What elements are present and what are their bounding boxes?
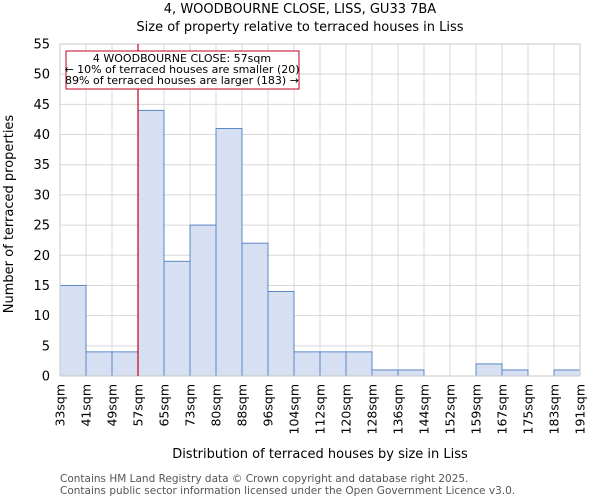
plot-area bbox=[59, 43, 581, 377]
x-ticks: 33sqm 41sqm 49sqm 57sqm 65sqm 73sqm 80sqm 88sqm… bbox=[53, 384, 588, 434]
x-tick-label: 136sqm bbox=[391, 384, 406, 434]
x-tick-label: 167sqm bbox=[495, 384, 510, 434]
annotation-line-1: 4 WOODBOURNE CLOSE: 57sqm bbox=[93, 52, 271, 65]
y-tick-label: 30 bbox=[33, 188, 50, 203]
annotation-line-3: 89% of terraced houses are larger (183) … bbox=[65, 74, 299, 87]
bar bbox=[111, 351, 139, 377]
x-tick-label: 175sqm bbox=[521, 384, 536, 434]
y-tick-label: 25 bbox=[33, 219, 50, 234]
bar bbox=[293, 351, 321, 377]
y-tick-label: 5 bbox=[42, 339, 50, 354]
x-tick-label: 33sqm bbox=[53, 384, 68, 427]
x-tick-label: 128sqm bbox=[365, 384, 380, 434]
x-tick-label: 183sqm bbox=[547, 384, 562, 434]
x-tick-label: 120sqm bbox=[339, 384, 354, 434]
y-tick-label: 0 bbox=[42, 370, 50, 385]
chart-subtitle: Size of property relative to terraced ho… bbox=[136, 20, 463, 35]
y-axis-label: Number of terraced properties bbox=[2, 115, 17, 314]
x-tick-label: 152sqm bbox=[443, 384, 458, 434]
x-tick-label: 41sqm bbox=[79, 384, 94, 427]
x-tick-label: 191sqm bbox=[573, 384, 588, 434]
bar bbox=[137, 109, 165, 377]
x-tick-label: 88sqm bbox=[235, 384, 250, 427]
x-tick-label: 159sqm bbox=[469, 384, 484, 434]
x-tick-label: 73sqm bbox=[183, 384, 198, 427]
x-tick-label: 144sqm bbox=[417, 384, 432, 434]
x-tick-label: 49sqm bbox=[105, 384, 120, 427]
footer-line-2: Contains public sector information licen… bbox=[60, 485, 515, 497]
x-tick-label: 80sqm bbox=[209, 384, 224, 427]
bar bbox=[215, 128, 243, 377]
bar bbox=[345, 351, 373, 377]
bars bbox=[59, 109, 581, 377]
y-tick-label: 40 bbox=[33, 128, 50, 143]
y-tick-label: 35 bbox=[33, 158, 50, 173]
annotation-frame bbox=[65, 50, 300, 90]
bar bbox=[163, 260, 191, 377]
y-ticks: 0 5 10 15 20 25 30 35 40 45 50 55 bbox=[33, 38, 50, 385]
x-tick-label: 112sqm bbox=[313, 384, 328, 434]
bar bbox=[397, 369, 425, 377]
x-tick-label: 104sqm bbox=[287, 384, 302, 434]
bar bbox=[59, 284, 87, 377]
y-tick-label: 50 bbox=[33, 68, 50, 83]
x-tick-label: 65sqm bbox=[157, 384, 172, 427]
bar bbox=[189, 224, 217, 377]
x-axis-label: Distribution of terraced houses by size … bbox=[172, 447, 468, 462]
annotation-box: 4 WOODBOURNE CLOSE: 57sqm ← 10% of terra… bbox=[64, 50, 300, 90]
y-tick-label: 45 bbox=[33, 98, 50, 113]
y-tick-label: 10 bbox=[33, 309, 50, 324]
footer-line-1: Contains HM Land Registry data © Crown c… bbox=[60, 473, 468, 485]
x-tick-label: 57sqm bbox=[131, 384, 146, 427]
y-tick-label: 55 bbox=[33, 38, 50, 53]
y-tick-label: 20 bbox=[33, 249, 50, 264]
bar bbox=[85, 351, 113, 377]
annotation-line-2: ← 10% of terraced houses are smaller (20… bbox=[64, 63, 299, 76]
bar bbox=[475, 363, 503, 377]
bar bbox=[241, 242, 269, 377]
bar bbox=[553, 369, 581, 377]
chart-title: 4, WOODBOURNE CLOSE, LISS, GU33 7BA bbox=[164, 2, 437, 17]
x-tick-label: 96sqm bbox=[261, 384, 276, 427]
bar bbox=[371, 369, 399, 377]
y-tick-label: 15 bbox=[33, 279, 50, 294]
bar bbox=[501, 369, 529, 377]
bar bbox=[267, 290, 295, 377]
bar bbox=[319, 351, 347, 377]
